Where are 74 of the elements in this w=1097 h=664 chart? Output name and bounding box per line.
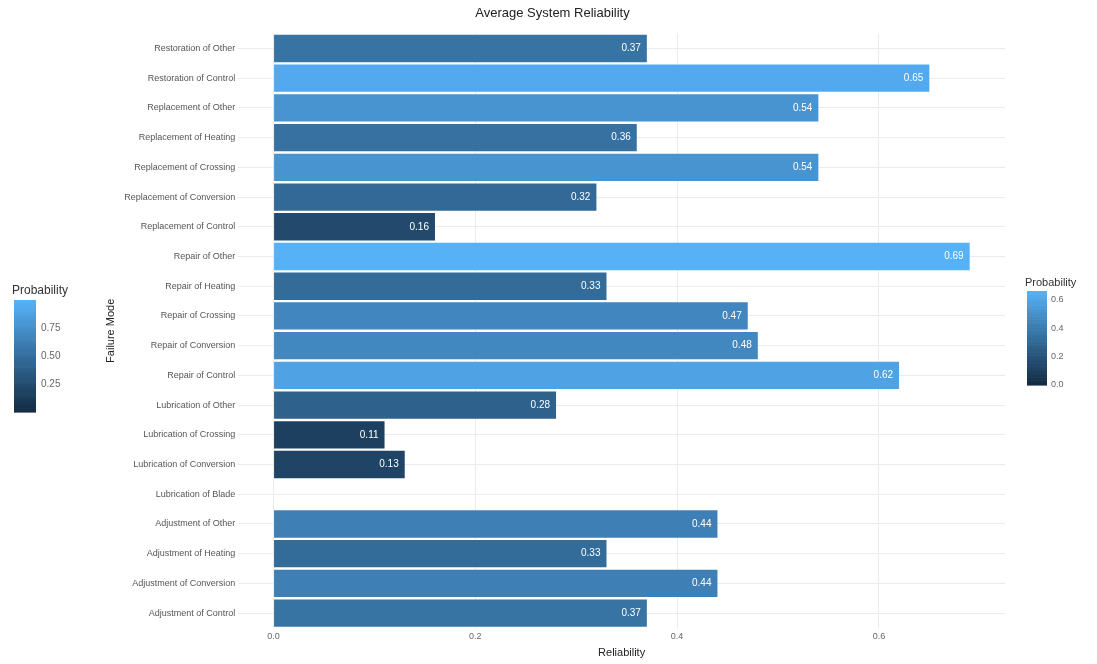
y-tick-label: Adjustment of Other [155,518,236,529]
y-tick-label: Adjustment of Conversion [132,577,236,588]
y-axis-title: Failure Mode [103,298,116,363]
data-label: 0.69 [944,250,965,262]
bar [274,599,647,627]
x-tick-label: 0.2 [469,630,482,641]
y-tick-label: Adjustment of Heating [146,548,236,559]
bar [274,123,637,152]
y-tick-label: Replacement of Other [147,102,236,113]
data-label: 0.62 [873,369,894,381]
data-label: 0.65 [903,71,924,83]
color-bar-title: Probability [1025,275,1077,288]
bar [274,421,385,449]
data-label: 0.11 [359,428,379,440]
bar [274,272,607,300]
data-label: 0.33 [581,279,601,291]
y-tick-label: Restoration of Control [147,72,236,83]
y-tick-label: Replacement of Crossing [134,161,236,172]
bar [274,302,748,330]
y-tick-label: Replacement of Conversion [124,191,236,202]
bar [274,242,970,271]
bar [274,94,819,122]
bar [274,361,900,390]
color-bar-label: 0.2 [1051,351,1064,361]
data-label: 0.37 [621,42,642,54]
bar [274,450,405,479]
bar [274,510,718,538]
bar [274,540,607,568]
y-tick-label: Adjustment of Control [148,607,236,618]
y-tick-label: Lubrication of Blade [155,488,236,499]
data-label: 0.33 [581,547,601,559]
bar [274,331,758,360]
data-label: 0.44 [692,577,712,589]
bar [274,569,718,598]
data-label: 0.16 [409,220,430,232]
y-tick-label: Replacement of Heating [138,132,236,143]
y-tick-label: Restoration of Other [154,42,236,53]
text: 0.25 [41,377,61,389]
color-bar-label: 0.6 [1051,294,1064,305]
x-tick-label: 0.4 [670,630,684,641]
data-label: 0.54 [792,161,813,173]
color-bar-label: 0.0 [1051,379,1064,390]
text: 0.75 [41,321,61,333]
data-label: 0.36 [611,131,632,143]
color-bar-title: Probability [12,283,69,298]
bar [274,34,647,63]
bar [274,64,930,92]
y-tick-label: Repair of Control [167,369,236,380]
y-tick-label: Lubrication of Other [156,399,236,410]
text: 0.50 [41,349,61,361]
y-tick-label: Replacement of Control [140,221,236,232]
x-tick-label: 0.6 [872,630,886,641]
y-tick-label: Repair of Heating [165,280,236,291]
bar [274,391,557,419]
bar [274,183,597,211]
data-label: 0.54 [792,101,813,113]
x-axis-title: Reliability [598,646,646,659]
bar [274,153,819,182]
x-tick-label: 0.0 [267,630,280,641]
data-label: 0.37 [621,606,642,618]
y-tick-label: Repair of Other [173,250,236,261]
data-label: 0.47 [722,309,743,321]
data-label: 0.32 [570,190,591,202]
data-label: 0.44 [692,517,712,529]
bar [274,213,435,241]
data-label: 0.48 [732,339,753,351]
data-label: 0.13 [379,458,400,470]
color-bar-label: 0.4 [1051,322,1064,333]
y-tick-label: Lubrication of Crossing [143,429,236,440]
chart-title: Average System Reliability [475,5,631,21]
y-tick-label: Repair of Crossing [160,310,236,321]
data-label: 0.28 [530,398,551,410]
y-tick-label: Lubrication of Conversion [133,459,236,470]
y-tick-label: Repair of Conversion [150,340,236,351]
